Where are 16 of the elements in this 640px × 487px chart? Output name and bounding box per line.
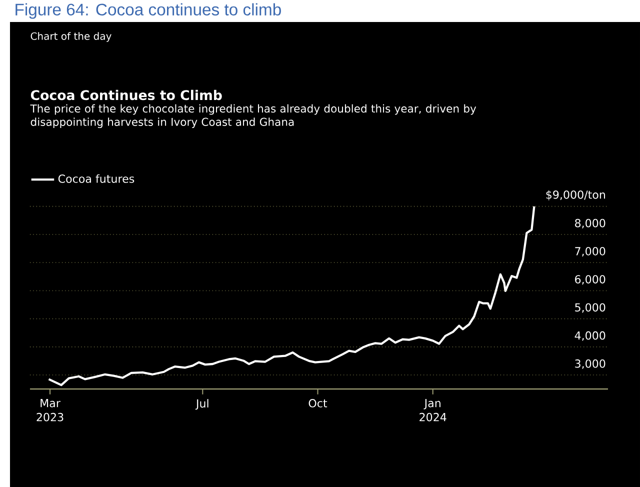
caption: Figure 64: Cocoa continues to climb <box>16 3 281 19</box>
y-tick-label: 5,000 <box>575 303 606 313</box>
x-tick-label: Jan 2024 <box>420 399 446 422</box>
x-tick-label: Oct <box>308 399 328 408</box>
x-tick-label: Jul <box>195 399 208 410</box>
y-tick-label: 8,000 <box>575 218 606 228</box>
chart-title: Cocoa Continues to Climb <box>30 90 222 100</box>
y-tick-label: $9,000/ton <box>546 190 605 200</box>
y-tick-label: 7,000 <box>575 247 606 256</box>
y-tick-label: 6,000 <box>575 275 606 285</box>
legend-label: Cocoa futures <box>58 174 134 183</box>
chart-subtitle: The price of the key chocolate ingredient has already doubled this year, driven by disappointing harvests in Ivory Coast and Ghana <box>30 104 476 128</box>
y-tick-label: 4,000 <box>574 331 606 341</box>
text: Chart of the day <box>30 32 112 42</box>
x-tick-label: Mar 2023 <box>36 399 64 422</box>
y-tick-label: 3,000 <box>575 359 606 369</box>
